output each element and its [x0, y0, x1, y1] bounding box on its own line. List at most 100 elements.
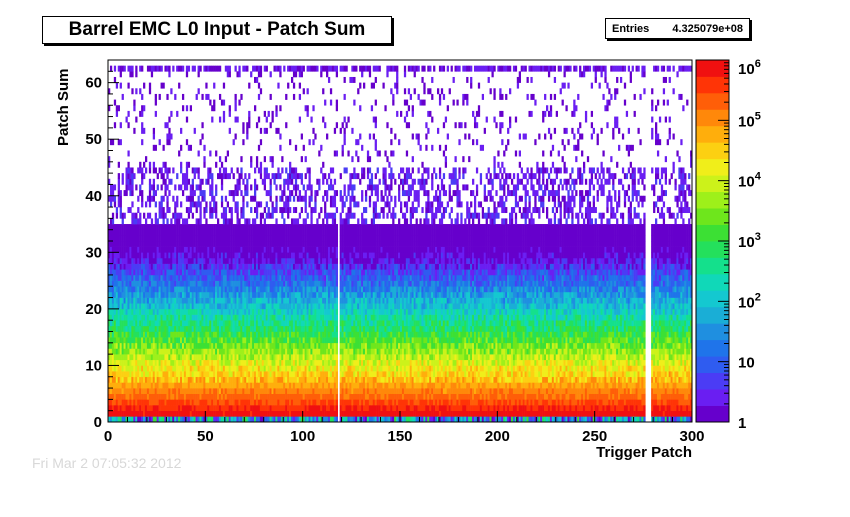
heatmap-cell: [275, 241, 278, 247]
heatmap-cell: [139, 303, 142, 310]
heatmap-cell: [148, 257, 152, 264]
heatmap-cell: [259, 331, 263, 338]
heatmap-cell: [108, 320, 111, 327]
heatmap-cell: [310, 342, 313, 349]
heatmap-cell: [197, 257, 200, 264]
heatmap-cell: [183, 308, 187, 315]
heatmap-cell: [158, 235, 161, 242]
heatmap-cell: [125, 241, 128, 247]
heatmap-cell: [296, 235, 300, 242]
heatmap-cell: [281, 167, 284, 174]
heatmap-cell: [133, 229, 136, 236]
heatmap-cell: [170, 241, 173, 247]
heatmap-cell: [331, 393, 335, 400]
heatmap-cell: [304, 320, 307, 327]
heatmap-cell: [228, 325, 231, 332]
heatmap-cell: [267, 190, 270, 197]
heatmap-cell: [152, 399, 156, 406]
heatmap-cell: [250, 371, 253, 378]
heatmap-cell: [238, 246, 241, 253]
heatmap-cell: [275, 354, 278, 361]
heatmap-cell: [263, 274, 266, 281]
heatmap-cell: [259, 218, 263, 225]
heatmap-cell: [156, 382, 159, 389]
heatmap-cell: [168, 399, 171, 406]
heatmap-cell: [265, 325, 268, 332]
heatmap-cell: [131, 229, 134, 236]
heatmap-cell: [300, 342, 303, 349]
heatmap-cell: [314, 263, 317, 270]
heatmap-cell: [327, 303, 331, 310]
heatmap-cell: [115, 376, 119, 383]
heatmap-cell: [154, 224, 157, 230]
heatmap-cell: [125, 399, 128, 406]
heatmap-cell: [283, 229, 286, 236]
heatmap-cell: [154, 257, 157, 264]
heatmap-cell: [327, 416, 331, 422]
heatmap-cell: [191, 190, 194, 197]
heatmap-cell: [215, 331, 218, 338]
heatmap-cell: [246, 371, 249, 378]
heatmap-cell: [154, 93, 157, 100]
heatmap-cell: [292, 325, 296, 332]
heatmap-cell: [236, 359, 239, 366]
heatmap-cell: [160, 376, 163, 383]
heatmap-cell: [277, 291, 280, 298]
heatmap-cell: [331, 184, 335, 191]
heatmap-cell: [320, 359, 323, 366]
heatmap-cell: [324, 337, 327, 344]
heatmap-cell: [224, 331, 228, 338]
heatmap-cell: [308, 280, 311, 287]
heatmap-cell: [137, 393, 140, 400]
heatmap-cell: [316, 190, 319, 197]
heatmap-cell: [139, 184, 142, 191]
heatmap-cell: [135, 354, 138, 361]
heatmap-cell: [259, 224, 263, 230]
heatmap-cell: [222, 110, 226, 117]
heatmap-cell: [232, 297, 235, 304]
heatmap-cell: [141, 314, 144, 321]
heatmap-cell: [189, 269, 193, 276]
heatmap-cell: [263, 110, 266, 117]
heatmap-cell: [143, 263, 146, 270]
heatmap-cell: [178, 376, 181, 383]
heatmap-cell: [296, 229, 300, 236]
heatmap-cell: [193, 399, 196, 406]
heatmap-cell: [275, 314, 278, 321]
heatmap-cell: [215, 320, 218, 327]
heatmap-cell: [141, 105, 144, 112]
heatmap-cell: [158, 201, 161, 208]
heatmap-cell: [285, 269, 288, 276]
heatmap-cell: [189, 291, 193, 298]
heatmap-cell: [133, 224, 136, 230]
heatmap-cell: [285, 320, 288, 327]
heatmap-cell: [141, 201, 144, 208]
heatmap-cell: [335, 354, 339, 361]
heatmap-cell: [176, 65, 179, 72]
heatmap-cell: [197, 405, 200, 411]
heatmap-cell: [172, 303, 175, 310]
heatmap-cell: [296, 303, 300, 310]
heatmap-cell: [279, 195, 282, 202]
heatmap-cell: [261, 246, 265, 253]
heatmap-cell: [131, 173, 134, 180]
heatmap-cell: [164, 167, 167, 174]
heatmap-cell: [230, 359, 233, 366]
heatmap-cell: [164, 354, 167, 361]
heatmap-cell: [154, 269, 157, 276]
heatmap-cell: [197, 263, 200, 270]
heatmap-cell: [281, 297, 284, 304]
heatmap-cell: [166, 303, 169, 310]
heatmap-cell: [111, 314, 115, 321]
heatmap-cell: [121, 212, 124, 219]
heatmap-cell: [322, 280, 325, 287]
heatmap-cell: [143, 303, 146, 310]
heatmap-cell: [121, 342, 124, 349]
heatmap-cell: [333, 365, 337, 372]
heatmap-cell: [160, 308, 163, 315]
heatmap-cell: [215, 201, 218, 208]
heatmap-cell: [164, 388, 167, 395]
heatmap-cell: [300, 156, 303, 163]
heatmap-cell: [143, 105, 146, 112]
heatmap-cell: [213, 269, 216, 276]
